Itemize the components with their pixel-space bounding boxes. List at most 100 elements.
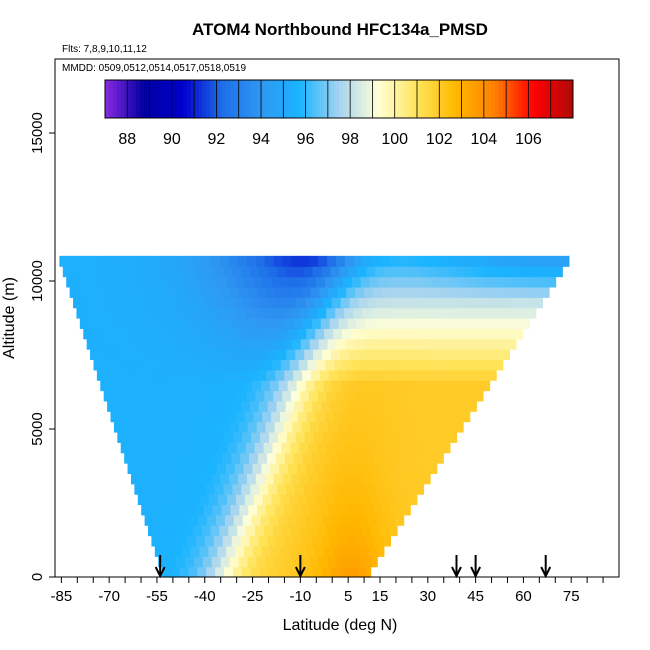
heatmap-cell — [393, 483, 403, 495]
heatmap-cell — [399, 286, 410, 298]
heatmap-cell — [368, 328, 379, 340]
heatmap-cell — [246, 255, 257, 267]
colorbar-segment — [303, 80, 309, 118]
heatmap-cell — [183, 307, 194, 319]
heatmap-cell — [513, 307, 524, 319]
heatmap-cell — [280, 494, 291, 506]
heatmap-cell — [199, 328, 209, 340]
heatmap-cell — [126, 431, 136, 443]
heatmap-cell — [184, 390, 194, 402]
heatmap-cell — [313, 566, 323, 578]
colorbar-segment — [420, 80, 426, 118]
heatmap-cell — [176, 556, 186, 568]
heatmap-cell — [473, 266, 483, 278]
heatmap-cell — [329, 535, 340, 547]
heatmap-cell — [127, 463, 138, 474]
colorbar-segment — [510, 80, 515, 118]
heatmap-cell — [276, 318, 286, 329]
colorbar-segment — [327, 80, 332, 118]
heatmap-cell — [371, 525, 381, 537]
heatmap-cell — [165, 525, 176, 537]
heatmap-cell — [228, 390, 239, 402]
heatmap-cell — [437, 266, 448, 278]
colorbar-segment — [385, 80, 391, 118]
flight-arrow-head — [470, 566, 482, 579]
heatmap-cell — [231, 318, 242, 329]
heatmap-cell — [263, 525, 274, 537]
heatmap-cell — [283, 504, 294, 516]
heatmap-cell — [370, 442, 381, 454]
colorbar-segment — [183, 80, 188, 118]
colorbar-segment — [331, 80, 336, 118]
heatmap-cell — [288, 328, 298, 340]
heatmap-cell — [299, 442, 309, 454]
heatmap-cell — [245, 307, 256, 319]
heatmap-cell — [369, 411, 379, 423]
heatmap-cell — [251, 380, 262, 392]
heatmap-cell — [248, 286, 258, 298]
heatmap-cell — [315, 328, 325, 340]
colorbar-segment — [163, 80, 168, 118]
heatmap-cell — [433, 307, 443, 319]
heatmap-cell — [330, 483, 341, 495]
heatmap-cell — [337, 286, 347, 298]
heatmap-cell — [184, 255, 194, 267]
colorbar-segment — [296, 80, 301, 118]
heatmap-cell — [172, 411, 183, 423]
heatmap-cell — [327, 473, 337, 485]
heatmap-cell — [149, 421, 160, 433]
heatmap-cell — [243, 463, 254, 474]
heatmap-cell — [399, 504, 410, 516]
heatmap-cell — [393, 349, 403, 361]
heatmap-cell — [401, 400, 412, 412]
heatmap-cell — [298, 359, 309, 371]
heatmap-cell — [259, 566, 270, 578]
heatmap-cell — [420, 349, 430, 361]
heatmap-cell — [180, 297, 190, 309]
heatmap-cell — [319, 421, 329, 433]
heatmap-cell — [354, 556, 365, 568]
heatmap-cell — [456, 297, 467, 309]
heatmap-cell — [196, 266, 207, 278]
colorbar-segment — [218, 80, 223, 118]
heatmap-cell — [115, 318, 126, 329]
heatmap-cell — [364, 504, 374, 516]
heatmap-cell — [239, 504, 249, 516]
heatmap-cell — [235, 545, 245, 557]
heatmap-cell — [288, 411, 299, 423]
heatmap-cell — [353, 255, 364, 267]
heatmap-cell — [375, 483, 385, 495]
heatmap-cell — [402, 431, 413, 443]
heatmap-cell — [68, 255, 78, 267]
heatmap-cell — [338, 452, 348, 464]
heatmap-cell — [397, 442, 407, 454]
colorbar-segment — [167, 80, 172, 118]
heatmap-cell — [151, 318, 161, 329]
heatmap-cell — [195, 318, 206, 329]
heatmap-cell — [256, 286, 267, 298]
heatmap-cell — [264, 473, 275, 485]
heatmap-cell — [122, 421, 133, 433]
heatmap-cell — [268, 349, 279, 361]
x-tick-label: -70 — [98, 588, 120, 605]
heatmap-cell — [256, 556, 266, 568]
heatmap-cell — [389, 255, 400, 267]
colorbar-tick-label: 100 — [381, 131, 408, 148]
heatmap-cell — [467, 276, 478, 288]
heatmap-cell — [252, 463, 262, 474]
heatmap-cell — [130, 390, 140, 402]
heatmap-cell — [455, 349, 466, 361]
colorbar-segment — [132, 80, 137, 118]
heatmap-cell — [246, 473, 257, 485]
heatmap-cell — [88, 318, 99, 329]
heatmap-cell — [225, 463, 236, 474]
heatmap-cell — [345, 473, 355, 485]
heatmap-cell — [301, 421, 311, 433]
heatmap-cell — [193, 556, 204, 568]
heatmap-cell — [303, 400, 313, 412]
heatmap-cell — [275, 369, 285, 381]
heatmap-cell — [215, 514, 226, 526]
heatmap-cell — [144, 380, 155, 392]
heatmap-cell — [412, 297, 422, 309]
heatmap-cell — [262, 411, 272, 423]
